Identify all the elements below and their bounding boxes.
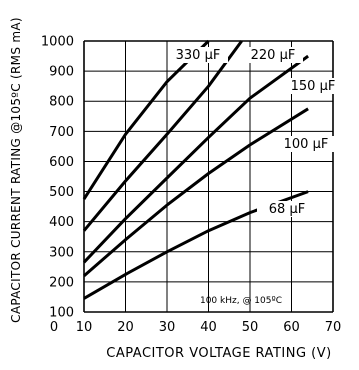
series-line-3 (83, 107, 309, 278)
y-tick-label: 800 (49, 95, 74, 110)
series-label-2: 150 µF (291, 79, 336, 94)
series-label-bg (283, 78, 343, 94)
series-label-bg (243, 47, 303, 63)
x-tick-label: 40 (200, 320, 217, 335)
x-tick-label: 50 (242, 320, 259, 335)
y-tick-label: 400 (49, 215, 74, 230)
x-tick-label: 60 (283, 320, 300, 335)
series-label-bg (168, 47, 228, 63)
series-label-1: 220 µF (251, 48, 296, 63)
x-tick-label: 0 (50, 320, 58, 335)
y-tick-labels: 100 200 300 400 500 600 700 800 900 1000 (41, 35, 74, 321)
series-line-1 (82, 40, 243, 232)
y-tick-label: 600 (49, 155, 74, 170)
y-tick-label: 1000 (41, 35, 74, 50)
y-axis-label: CAPACITOR CURRENT RATING @105ºC (RMS mA) (9, 17, 23, 323)
x-axis-label: CAPACITOR VOLTAGE RATING (V) (106, 346, 331, 361)
series-label-3: 100 µF (284, 137, 329, 152)
y-tick-label: 200 (49, 275, 74, 290)
series-label-0: 330 µF (176, 48, 221, 63)
x-tick-labels: 0 10 20 30 40 50 60 70 (50, 320, 341, 335)
x-tick-label: 70 (325, 320, 342, 335)
x-tick-label: 30 (159, 320, 176, 335)
series-lines (82, 39, 309, 300)
y-tick-label: 700 (49, 125, 74, 140)
annotation: 100 kHz, @ 105ºC (200, 296, 282, 306)
series-line-0 (82, 39, 210, 200)
x-tick-label: 10 (76, 320, 93, 335)
y-tick-label: 300 (49, 245, 74, 260)
x-tick-label: 20 (117, 320, 134, 335)
series-line-2 (82, 54, 309, 264)
y-tick-label: 900 (49, 65, 74, 80)
series-label-bg (276, 136, 336, 152)
series-labels: 330 µF 220 µF 150 µF 100 µF 68 µF (168, 47, 343, 217)
series-label-bg (257, 201, 317, 217)
y-tick-label: 500 (49, 185, 74, 200)
y-tick-label: 100 (49, 306, 74, 321)
series-label-4: 68 µF (269, 202, 305, 217)
